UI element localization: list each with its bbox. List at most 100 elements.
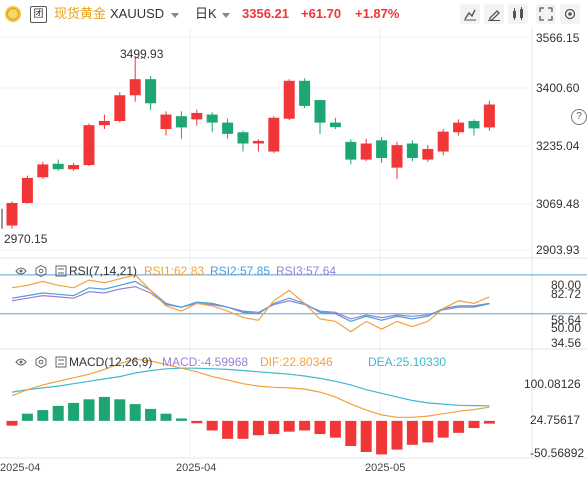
macd-histogram-bar: [37, 410, 49, 421]
candle-up: [252, 140, 264, 144]
macd-histogram-bar: [329, 420, 341, 438]
settings-icon: [564, 8, 576, 20]
candle-up: [68, 165, 80, 170]
candle-up: [129, 79, 141, 96]
candle-up: [37, 164, 49, 178]
macd-histogram-bar: [314, 420, 326, 435]
help-icon[interactable]: ?: [571, 109, 587, 125]
rsi-axis-label: 50.00: [551, 321, 582, 335]
rsi-axis-label: 34.56: [551, 336, 582, 350]
settings-button[interactable]: [560, 4, 580, 24]
fullscreen-icon: [539, 7, 553, 21]
macd-histogram-bar: [222, 420, 234, 439]
candle-down: [52, 163, 64, 170]
macd-axis-label: 100.08126: [524, 377, 581, 391]
macd-histogram-bar: [21, 413, 33, 421]
price-axis-label: 3400.60: [536, 81, 580, 95]
pencil-tool-button[interactable]: [484, 4, 504, 24]
drawing-icon: [464, 9, 476, 21]
macd-histogram-bar: [52, 405, 64, 421]
macd-histogram-bar: [437, 420, 449, 438]
rsi-axis-label: 82.72: [551, 287, 582, 301]
candles: [1, 57, 495, 229]
rsi2-line: [11, 280, 490, 323]
macd-histogram-bar: [360, 420, 372, 453]
macd-histogram-bar: [145, 408, 157, 421]
macd-histogram-bar: [68, 402, 80, 421]
symbol-name: 现货黄金: [54, 6, 107, 21]
macd-histogram-bar: [98, 396, 110, 421]
price-axis-label: 2903.93: [536, 243, 580, 257]
x-axis-label: 2025-04: [0, 462, 41, 474]
macd-axis-label: -50.56892: [530, 446, 585, 460]
candle-down: [206, 114, 218, 123]
candle-up: [98, 120, 110, 126]
candle-up: [360, 143, 372, 160]
candle-up: [422, 148, 434, 160]
macd-histogram-bar: [83, 399, 95, 421]
macd-histogram-bar: [283, 420, 295, 432]
macd-histogram-bar: [252, 420, 264, 436]
lock-icon[interactable]: [55, 356, 67, 368]
pencil-icon: [488, 10, 500, 21]
x-axis-label: 2025-04: [176, 462, 217, 474]
macd-value: MACD:-4.59968: [162, 355, 249, 369]
lock-icon[interactable]: [55, 265, 67, 277]
period-selector[interactable]: 日K: [195, 6, 217, 21]
candle-down: [145, 79, 157, 104]
price-axis-label: 3069.48: [536, 197, 580, 211]
price-change: +61.70: [301, 6, 342, 21]
gold-coin-icon: [5, 6, 21, 22]
rsi-title: RSI(7,14,21): [69, 264, 138, 278]
candle-up: [191, 112, 203, 120]
macd-histogram-bar: [422, 420, 434, 443]
price-change-pct: +1.87%: [355, 6, 400, 21]
candle-down: [175, 116, 187, 128]
candle-up: [83, 125, 95, 166]
fullscreen-button[interactable]: [536, 4, 556, 24]
candle-down: [237, 132, 249, 144]
macd-axis-label: 24.75617: [530, 413, 581, 427]
macd-histogram-bar: [391, 420, 403, 450]
macd-histogram-bar: [129, 404, 141, 421]
macd-histogram-bar: [175, 418, 187, 421]
chart-header: 团 现货黄金 XAUUSD 日K 3356.21 +61.70 +1.87%: [0, 0, 587, 28]
candle-up: [114, 95, 126, 121]
rsi3-value: RSI3:57.64: [276, 264, 337, 278]
candle-up: [437, 131, 449, 152]
rsi1-line: [11, 274, 490, 333]
candle-up: [483, 104, 495, 128]
candle-up: [268, 117, 280, 152]
macd-histogram-bar: [453, 420, 465, 433]
x-axis-label: 2025-05: [365, 462, 406, 474]
rsi1-value: RSI1:62.83: [144, 264, 205, 278]
candle-up: [160, 114, 172, 130]
indicators-button[interactable]: [508, 4, 528, 24]
rsi2-value: RSI2:57.85: [210, 264, 271, 278]
candle-up: [391, 145, 403, 168]
hide-eye-icon[interactable]: [15, 265, 27, 277]
macd-histogram-bar: [160, 413, 172, 421]
macd-histogram-bar: [483, 420, 495, 424]
rsi3-line: [11, 285, 490, 320]
hide-eye-icon[interactable]: [15, 356, 27, 368]
last-price: 3356.21: [242, 6, 289, 21]
price-axis-label: 3235.04: [536, 139, 580, 153]
period-dropdown-icon[interactable]: [222, 13, 230, 18]
indicators-icon: [513, 7, 523, 20]
candle-down: [406, 143, 418, 158]
symbol-dropdown-icon[interactable]: [171, 13, 179, 18]
rsi-axis-label: 58.64: [551, 313, 582, 327]
macd-histogram-bar: [191, 420, 203, 424]
settings-icon[interactable]: [35, 265, 47, 277]
drawing-tool-button[interactable]: [460, 4, 480, 24]
settings-icon[interactable]: [35, 356, 47, 368]
macd-title: MACD(12,26,9): [69, 355, 153, 369]
dea-line: [11, 367, 490, 407]
symbol-code[interactable]: XAUUSD: [110, 6, 165, 21]
macd-histogram-bar: [206, 420, 218, 431]
candle-up: [283, 80, 295, 119]
price-axis-label: 3566.15: [536, 31, 580, 45]
collapse-button[interactable]: 团: [30, 6, 47, 23]
